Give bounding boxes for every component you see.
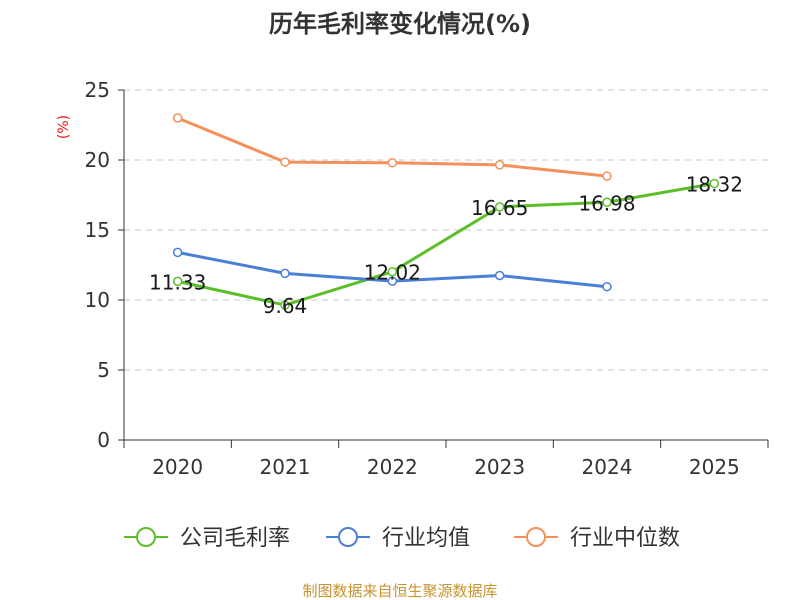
y-tick-label: 0 [97,428,110,452]
y-tick-label: 20 [85,148,110,172]
series-line-0 [177,182,715,307]
data-point [602,281,612,292]
data-point [494,160,505,170]
x-tick-label: 2024 [582,455,633,479]
legend-label: 行业均值 [382,526,470,551]
y-axis-unit-label: (%) [56,115,72,139]
x-tick-label: 2023 [474,455,525,479]
data-label: 16.98 [578,191,635,215]
data-labels: 11.33 9.64 12.02 16.65 16.98 18.32 [149,173,743,319]
data-point [494,270,505,281]
data-point [172,113,183,123]
x-tick-label: 2022 [367,455,418,479]
grid-lines [124,89,768,371]
legend[interactable]: 公司毛利率 行业均值 行业中位数 [124,526,680,551]
data-point [602,171,612,181]
legend-item[interactable]: 行业均值 [326,526,470,551]
data-label: 11.33 [149,270,206,294]
legend-label: 公司毛利率 [180,526,290,551]
x-tick-label: 2020 [152,455,203,479]
y-tick-label: 5 [97,358,110,382]
legend-item[interactable]: 行业中位数 [514,526,680,551]
data-point [280,157,290,167]
data-label: 18.32 [686,173,743,197]
data-point [387,276,398,286]
source-note: 制图数据来自恒生聚源数据库 [302,582,497,600]
data-point [387,266,398,277]
y-tick-label: 10 [85,288,110,312]
legend-marker [526,527,546,547]
x-tick-label: 2025 [689,455,740,479]
data-label: 12.02 [364,261,421,285]
data-point [387,158,398,168]
legend-item[interactable]: 公司毛利率 [124,526,290,551]
data-point [280,268,290,279]
data-point [494,202,505,212]
series-lines [172,113,720,310]
legend-marker [338,527,358,547]
data-point [709,178,720,189]
legend-marker [136,527,156,547]
y-tick-label: 25 [85,78,110,102]
chart-title: 历年毛利率变化情况(%) [269,10,531,38]
data-point [280,300,290,310]
data-label: 16.65 [471,196,528,220]
y-tick-label: 15 [85,218,110,242]
legend-label: 行业中位数 [570,526,680,551]
data-point [602,197,612,208]
x-tick-label: 2021 [260,455,311,479]
data-point [172,247,183,258]
data-label: 9.64 [263,294,308,318]
data-point [172,276,183,287]
